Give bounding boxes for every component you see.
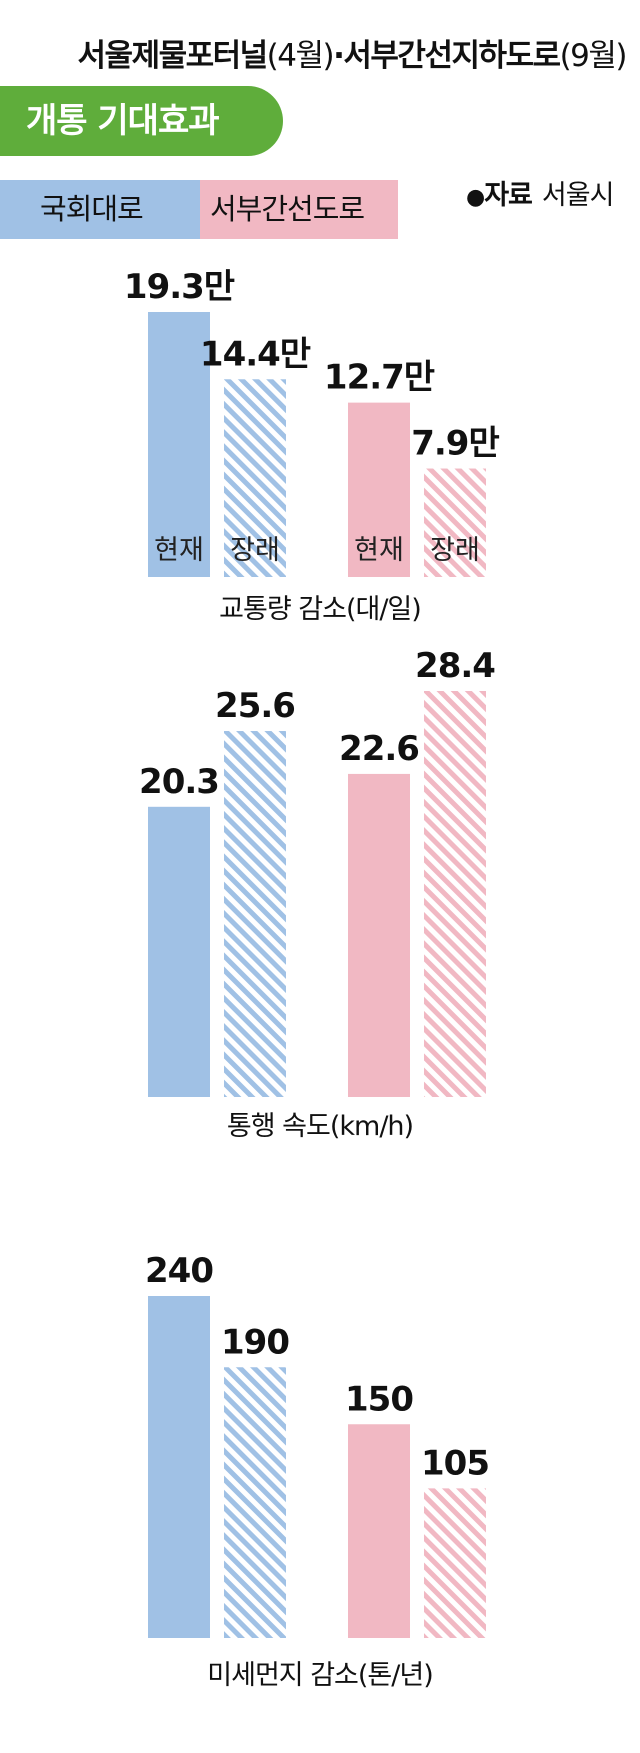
legend-gukhoe: 국회대로 xyxy=(0,180,200,239)
source-name: 서울시 xyxy=(541,180,615,211)
axis-label: 교통량 감소(대/일) xyxy=(219,594,421,625)
value-label: 105 xyxy=(421,1443,489,1483)
bar-gukhoe-future xyxy=(224,1367,286,1638)
bar-gukhoe-current xyxy=(148,806,210,1097)
bar-seobu-current xyxy=(348,1424,410,1638)
bar-seobu-current xyxy=(348,402,410,577)
title-separator: · xyxy=(333,38,345,74)
value-label: 14.4만 xyxy=(200,334,311,374)
bar-seobu-future xyxy=(424,468,486,577)
value-label: 25.6 xyxy=(215,686,295,726)
bar-seobu-future xyxy=(424,691,486,1097)
value-label: 22.6 xyxy=(339,729,419,769)
bar-gukhoe-current xyxy=(148,312,210,577)
chart-title: 서울제물포터널(4월)·서부간선지하도로(9월) xyxy=(0,30,628,75)
section-badge: 개통 기대효과 xyxy=(0,86,283,156)
category-label: 장래 xyxy=(430,535,480,566)
title-bold-a: 서울제물포터널 xyxy=(77,38,269,74)
category-label: 현재 xyxy=(354,535,404,566)
title-bold-b: 서부간선지하도로 xyxy=(343,38,561,74)
value-label: 150 xyxy=(345,1379,413,1419)
category-label: 장래 xyxy=(230,535,280,566)
value-label: 190 xyxy=(221,1322,289,1362)
axis-label: 미세먼지 감소(톤/년) xyxy=(207,1660,432,1691)
bar-seobu-future xyxy=(424,1488,486,1638)
bar-seobu-current xyxy=(348,773,410,1097)
bar-gukhoe-current xyxy=(148,1296,210,1638)
value-label: 12.7만 xyxy=(324,358,435,398)
source-label: 자료 xyxy=(484,180,533,211)
bar-gukhoe-future xyxy=(224,731,286,1097)
bar-gukhoe-future xyxy=(224,379,286,577)
legend-seobu: 서부간선도로 xyxy=(200,180,398,239)
value-label: 7.9만 xyxy=(411,424,499,464)
value-label: 28.4 xyxy=(415,646,495,686)
axis-label: 통행 속도(km/h) xyxy=(227,1111,413,1142)
title-light-a: (4월) xyxy=(266,38,335,74)
category-label: 현재 xyxy=(154,535,204,566)
chart-panel-2: 20.3 25.6 22.6 28.4 통행 속도(km/h) xyxy=(139,646,496,1142)
value-label: 240 xyxy=(145,1251,213,1291)
title-light-b: (9월) xyxy=(559,38,628,74)
value-label: 19.3만 xyxy=(124,267,235,307)
source-note: ●자료 서울시 xyxy=(466,173,615,212)
bullet-icon: ● xyxy=(466,185,485,210)
value-label: 20.3 xyxy=(139,762,219,802)
